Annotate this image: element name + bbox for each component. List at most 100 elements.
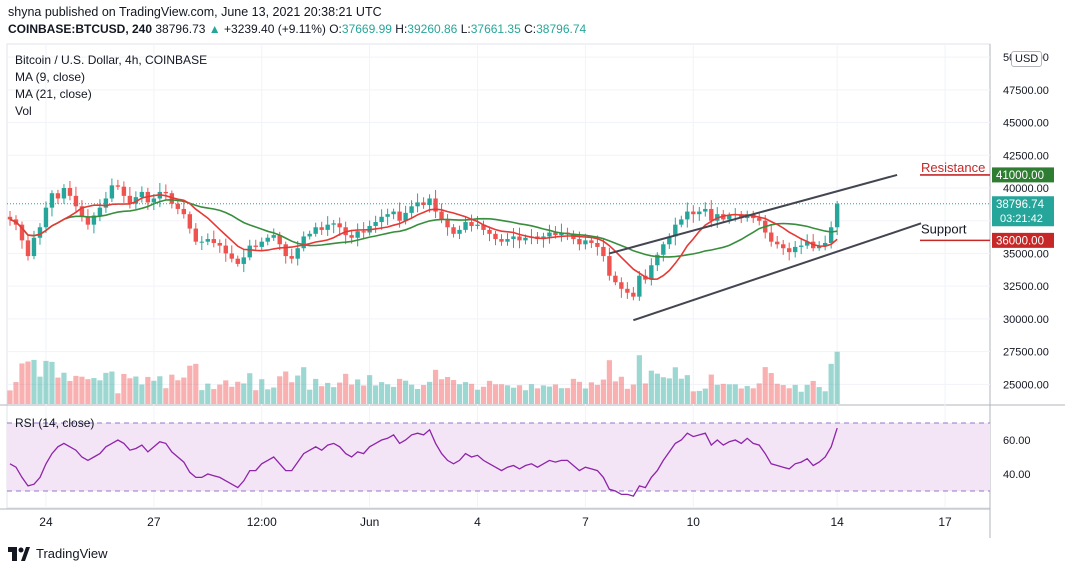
volume-bar — [498, 384, 505, 404]
candle-body — [649, 265, 654, 280]
candle-body — [67, 188, 73, 196]
candle-body — [469, 222, 474, 226]
candle-body — [493, 233, 498, 240]
volume-bar — [804, 384, 810, 404]
volume-bar — [672, 367, 678, 404]
volume-bar — [624, 388, 630, 404]
volume-bar — [534, 388, 541, 404]
volume-bar — [163, 388, 169, 404]
volume-bar — [199, 390, 205, 404]
candle-body — [775, 241, 780, 245]
ma21-line — [9, 198, 838, 258]
candle-body — [265, 237, 270, 242]
volume-bar — [414, 388, 421, 404]
volume-bars — [7, 351, 840, 404]
volume-bar — [648, 370, 654, 404]
candle-body — [25, 240, 31, 257]
price-change: +3239.40 (+9.11%) — [224, 22, 326, 36]
volume-bar — [49, 361, 55, 404]
candle-body — [61, 188, 67, 199]
candle-body — [325, 224, 330, 230]
volume-bar — [708, 374, 714, 404]
candle-body — [181, 208, 187, 215]
volume-bar — [223, 380, 229, 404]
candle-body — [97, 207, 103, 216]
rsi-tick-label: 40.00 — [1003, 469, 1031, 481]
volume-bar — [792, 384, 798, 404]
candle-body — [229, 253, 234, 259]
candle-body — [211, 239, 216, 243]
volume-bar — [720, 383, 726, 404]
candle-body — [523, 237, 528, 241]
volume-bar — [385, 384, 391, 404]
price-tag-text: 36000.00 — [996, 235, 1044, 247]
candle-body — [475, 224, 480, 226]
candle-body — [439, 211, 444, 220]
candle-body — [7, 216, 13, 220]
volume-bar — [121, 373, 127, 404]
volume-bar — [786, 388, 792, 404]
volume-bar — [450, 380, 457, 404]
candle-body — [319, 227, 324, 230]
volume-bar — [666, 378, 672, 404]
candle-body — [804, 241, 810, 246]
candle-body — [193, 228, 199, 242]
volume-bar — [576, 381, 583, 404]
candle-body — [577, 239, 582, 245]
candle-body — [187, 214, 193, 229]
volume-bar — [43, 360, 49, 404]
candle-body — [421, 202, 426, 206]
volume-bar — [750, 388, 756, 404]
candle-body — [427, 198, 432, 206]
volume-bar — [516, 385, 523, 404]
volume-bar — [265, 389, 271, 404]
volume-bar — [822, 391, 828, 404]
volume-bar — [420, 384, 427, 404]
candle-body — [289, 256, 294, 259]
volume-bar — [432, 369, 439, 404]
price-tag-last — [992, 196, 1054, 227]
candle-body — [667, 236, 672, 245]
candle-body — [73, 195, 79, 207]
candle-body — [397, 211, 402, 221]
volume-bar — [127, 378, 133, 404]
candle-body — [169, 193, 175, 204]
tradingview-logo-text: TradingView — [36, 546, 108, 561]
volume-bar — [343, 373, 349, 404]
symbol-name: COINBASE:BTCUSD, 240 — [8, 22, 153, 36]
volume-bar — [157, 376, 163, 404]
currency-badge[interactable]: USD — [1011, 51, 1043, 67]
x-tick-label: 27 — [147, 515, 161, 529]
volume-bar — [325, 382, 331, 404]
volume-bar — [205, 383, 211, 404]
candle-body — [43, 207, 49, 228]
volume-bar — [618, 376, 624, 404]
volume-bar — [600, 379, 606, 404]
volume-bar — [588, 382, 595, 404]
x-tick-label: 4 — [474, 515, 481, 529]
candle-body — [655, 254, 660, 266]
volume-bar — [139, 384, 145, 404]
candle-body — [253, 245, 258, 247]
candle-body — [103, 198, 109, 208]
candle-body — [235, 258, 240, 264]
low-value: 37661.35 — [470, 22, 521, 36]
volume-bar — [7, 390, 13, 404]
volume-bar — [277, 376, 283, 404]
y-tick-label: 25000.00 — [1003, 379, 1049, 391]
volume-bar — [582, 388, 589, 404]
candle-body — [637, 275, 642, 297]
y-tick-label: 30000.00 — [1003, 314, 1049, 326]
volume-bar — [570, 378, 577, 404]
volume-bar — [696, 390, 702, 404]
x-tick-label: 12:00 — [247, 515, 277, 529]
volume-bar — [456, 384, 463, 404]
y-tick-label: 35000.00 — [1003, 248, 1049, 260]
candle-body — [739, 214, 744, 219]
rsi-legend: RSI (14, close) — [15, 416, 95, 430]
candle-body — [769, 232, 774, 242]
volume-bar — [510, 387, 517, 404]
volume-bar — [660, 377, 666, 404]
candle-body — [625, 288, 630, 293]
